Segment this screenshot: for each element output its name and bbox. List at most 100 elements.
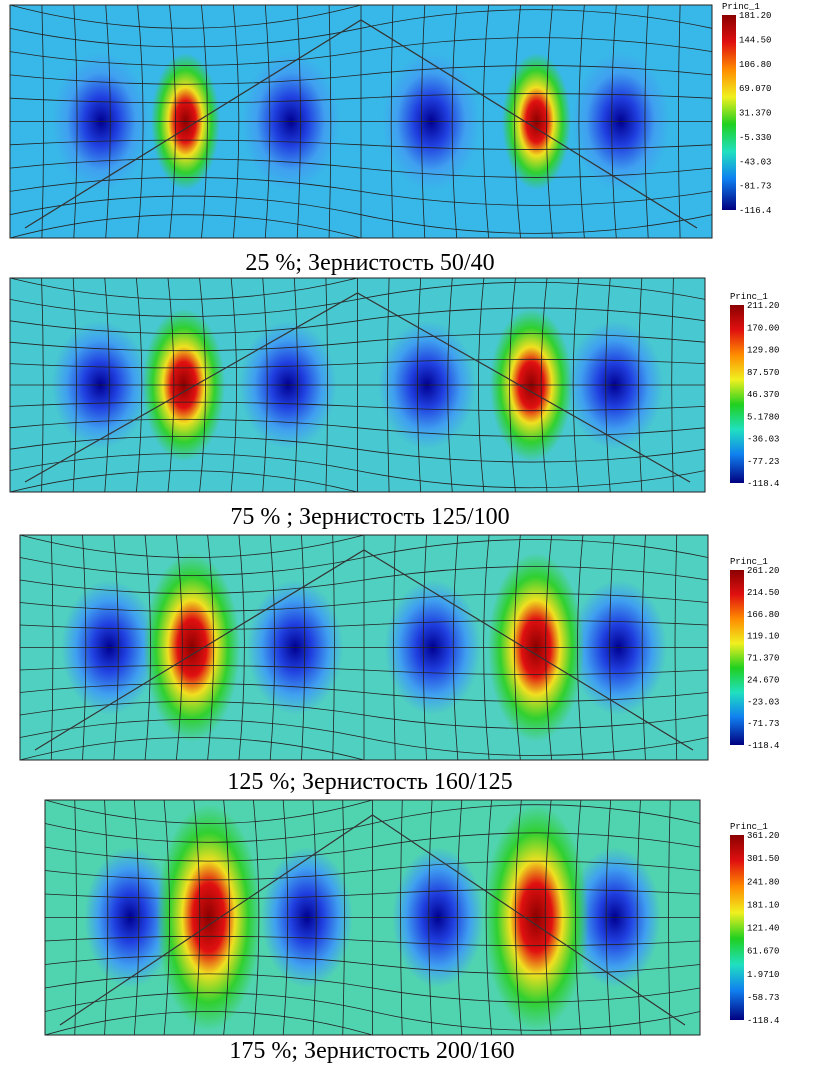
legend-label: 170.00 <box>747 323 779 333</box>
mesh-line <box>10 358 705 369</box>
caption: 75 % ; Зернистость 125/100 <box>230 504 509 530</box>
mesh-line <box>10 470 705 492</box>
mesh-line <box>45 804 700 843</box>
legend-label: -58.73 <box>747 993 779 1003</box>
legend-label: 69.070 <box>739 84 771 94</box>
mesh-line <box>20 620 708 630</box>
frame-line <box>24 292 691 483</box>
legend-label: 144.50 <box>739 35 771 45</box>
mesh-line <box>10 195 712 234</box>
mesh-line <box>45 1011 700 1035</box>
legend-bar <box>730 305 744 483</box>
legend-title: Princ_1 <box>730 822 768 832</box>
legend-bar <box>722 15 736 210</box>
legend-label: 181.20 <box>739 11 771 21</box>
caption: 125 %; Зернистость 160/125 <box>227 769 512 795</box>
legend-label: 31.370 <box>739 109 771 119</box>
mesh-line <box>45 992 700 1031</box>
legend-bar <box>730 835 744 1020</box>
legend-label: 106.80 <box>739 60 771 70</box>
legend-label: 1.9710 <box>747 970 779 980</box>
legend-label: 87.570 <box>747 368 779 378</box>
mesh-line <box>10 435 705 463</box>
legend-label: -81.73 <box>739 182 771 192</box>
legend-title: Princ_1 <box>722 2 760 12</box>
mesh-line <box>20 535 708 558</box>
mesh-line <box>20 665 708 675</box>
mesh-line <box>10 418 705 437</box>
legend-label: 214.50 <box>747 588 779 598</box>
legend-label: -5.330 <box>739 133 771 143</box>
mesh-line <box>20 737 708 760</box>
legend-label: 61.670 <box>747 947 779 957</box>
legend-label: -116.4 <box>739 206 771 216</box>
mesh-line <box>45 954 700 975</box>
mesh-line <box>10 93 712 104</box>
frame-line <box>24 19 698 229</box>
mesh-line <box>10 5 712 29</box>
legend-label: -71.73 <box>747 719 779 729</box>
legend-label: -77.23 <box>747 457 779 467</box>
mesh-line <box>20 683 708 702</box>
legend-label: 211.20 <box>747 301 779 311</box>
mesh-line <box>45 973 700 1003</box>
legend-label: -36.03 <box>747 435 779 445</box>
plot-border <box>9 4 713 239</box>
mesh-line <box>10 278 705 300</box>
legend-label: 5.1780 <box>747 412 779 422</box>
legend-label: -118.4 <box>747 1016 779 1026</box>
legend-label: 119.10 <box>747 632 779 642</box>
legend-label: 129.80 <box>747 346 779 356</box>
contour-plot <box>10 278 705 492</box>
mesh-line <box>10 139 712 150</box>
legend-label: 46.370 <box>747 390 779 400</box>
mesh-line <box>45 860 700 881</box>
legend-bar <box>730 570 744 745</box>
mesh-line <box>10 158 712 178</box>
mesh-line <box>10 333 705 352</box>
frame-line <box>34 549 694 751</box>
plot-border <box>9 277 706 493</box>
contour-plot <box>10 5 712 238</box>
plot-border <box>19 534 709 761</box>
mesh-line <box>20 539 708 576</box>
legend-label: 241.80 <box>747 877 779 887</box>
mesh-line <box>10 37 712 66</box>
legend-title: Princ_1 <box>730 292 768 302</box>
legend-label: -118.4 <box>747 741 779 751</box>
mesh-line <box>45 800 700 824</box>
legend-label: 301.50 <box>747 854 779 864</box>
mesh-line <box>10 9 712 48</box>
mesh-line <box>10 281 705 317</box>
mesh-line <box>10 214 712 238</box>
caption: 25 %; Зернистость 50/40 <box>245 250 494 276</box>
mesh-line <box>20 593 708 612</box>
mesh-line <box>20 566 708 594</box>
legend-label: 166.80 <box>747 610 779 620</box>
frame-line <box>59 814 686 1026</box>
mesh-line <box>10 401 705 412</box>
legend-title: Princ_1 <box>730 557 768 567</box>
contour-plot <box>45 800 700 1035</box>
mesh-line <box>45 935 700 947</box>
mesh-line <box>20 719 708 756</box>
legend-label: -118.4 <box>747 479 779 489</box>
legend-label: 24.670 <box>747 675 779 685</box>
caption: 175 %; Зернистость 200/160 <box>229 1038 514 1064</box>
mesh-line <box>45 832 700 862</box>
contour-plot <box>20 535 708 760</box>
legend-label: -43.03 <box>739 157 771 167</box>
mesh-line <box>10 453 705 489</box>
legend-label: -23.03 <box>747 697 779 707</box>
mesh-line <box>45 888 700 900</box>
plot-border <box>44 799 701 1036</box>
mesh-line <box>10 65 712 85</box>
mesh-line <box>10 177 712 206</box>
mesh-line <box>10 307 705 335</box>
legend-label: 361.20 <box>747 831 779 841</box>
legend-label: 261.20 <box>747 566 779 576</box>
legend-label: 71.370 <box>747 654 779 664</box>
legend-label: 181.10 <box>747 900 779 910</box>
